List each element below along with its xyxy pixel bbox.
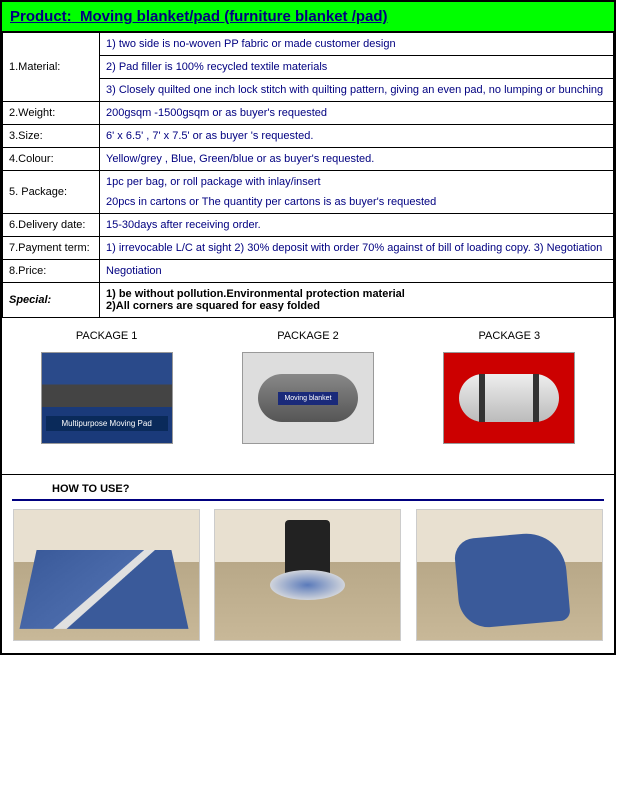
howto-image-3: [416, 509, 603, 641]
package-line2: 20pcs in cartons or The quantity per car…: [106, 196, 607, 208]
special-line1: 1) be without pollution.Environmental pr…: [106, 288, 607, 300]
material-label: 1.Material:: [3, 33, 100, 102]
colour-label: 4.Colour:: [3, 148, 100, 171]
price-label: 8.Price:: [3, 260, 100, 283]
package-3-roll: [459, 374, 559, 422]
special-value: 1) be without pollution.Environmental pr…: [100, 283, 614, 318]
howto-row: [2, 505, 614, 653]
header-title: Moving blanket/pad (furniture blanket /p…: [80, 8, 388, 25]
colour-value: Yellow/grey , Blue, Green/blue or as buy…: [100, 148, 614, 171]
price-value: Negotiation: [100, 260, 614, 283]
package-2-image: Moving blanket: [242, 352, 374, 444]
package-1-title: PACKAGE 1: [41, 330, 173, 342]
package-2: PACKAGE 2 Moving blanket: [242, 330, 374, 444]
header-prefix: Product:: [10, 8, 72, 25]
package-label: 5. Package:: [3, 171, 100, 214]
package-3-image: [443, 352, 575, 444]
package-line1: 1pc per bag, or roll package with inlay/…: [106, 176, 607, 188]
packages-row: PACKAGE 1 Multipurpose Moving Pad PACKAG…: [2, 318, 614, 475]
wrapped-icon: [453, 530, 570, 629]
payment-value: 1) irrevocable L/C at sight 2) 30% depos…: [100, 237, 614, 260]
special-label: Special:: [3, 283, 100, 318]
material-2: 2) Pad filler is 100% recycled textile m…: [100, 56, 614, 79]
package-2-imglabel: Moving blanket: [278, 392, 337, 405]
blanket-flat-icon: [20, 550, 189, 629]
weight-label: 2.Weight:: [3, 102, 100, 125]
chair-icon: [285, 520, 330, 580]
package-1-imglabel: Multipurpose Moving Pad: [46, 416, 168, 431]
product-header: Product: Moving blanket/pad (furniture b…: [2, 2, 614, 32]
spec-table: 1.Material: 1) two side is no-woven PP f…: [2, 32, 614, 318]
material-1: 1) two side is no-woven PP fabric or mad…: [100, 33, 614, 56]
size-label: 3.Size:: [3, 125, 100, 148]
product-sheet: Product: Moving blanket/pad (furniture b…: [0, 0, 616, 655]
howto-divider: [12, 499, 604, 501]
weight-value: 200gsqm -1500gsqm or as buyer's requeste…: [100, 102, 614, 125]
delivery-label: 6.Delivery date:: [3, 214, 100, 237]
howto-image-2: [214, 509, 401, 641]
package-1-image: Multipurpose Moving Pad: [41, 352, 173, 444]
howto-image-1: [13, 509, 200, 641]
delivery-value: 15-30days after receiving order.: [100, 214, 614, 237]
payment-label: 7.Payment term:: [3, 237, 100, 260]
package-3-title: PACKAGE 3: [443, 330, 575, 342]
special-line2: 2)All corners are squared for easy folde…: [106, 300, 607, 312]
package-2-title: PACKAGE 2: [242, 330, 374, 342]
material-3: 3) Closely quilted one inch lock stitch …: [100, 79, 614, 102]
package-2-roll: Moving blanket: [258, 374, 358, 422]
howto-title: HOW TO USE?: [2, 475, 614, 499]
package-3: PACKAGE 3: [443, 330, 575, 444]
package-value: 1pc per bag, or roll package with inlay/…: [100, 171, 614, 214]
size-value: 6' x 6.5' , 7' x 7.5' or as buyer 's req…: [100, 125, 614, 148]
package-1: PACKAGE 1 Multipurpose Moving Pad: [41, 330, 173, 444]
